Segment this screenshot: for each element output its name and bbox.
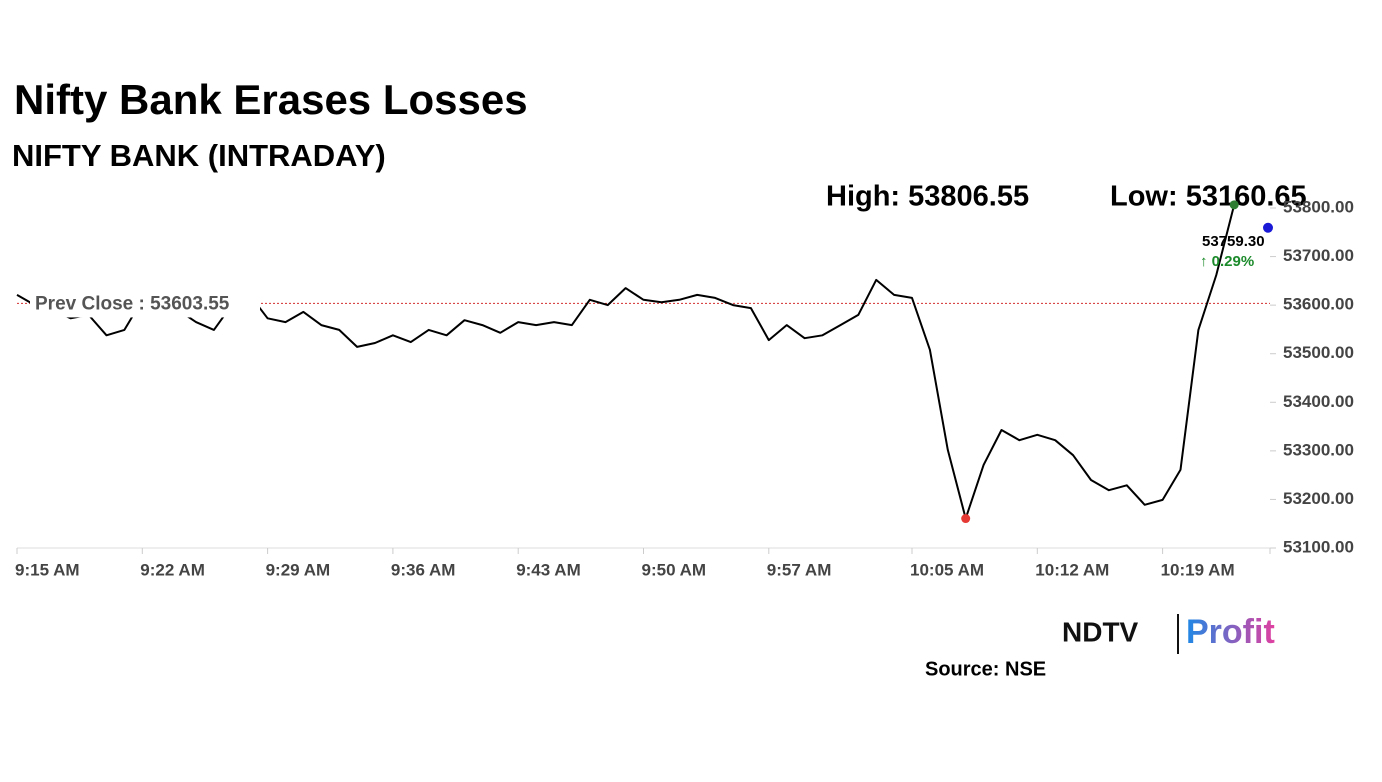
y-tick-label: 53600.00	[1283, 295, 1354, 314]
source: Source: NSE	[925, 658, 1046, 680]
x-tick-label: 10:19 AM	[1161, 560, 1235, 579]
x-tick-label: 9:29 AM	[266, 560, 331, 579]
brand-ndtv: NDTV	[1062, 616, 1139, 647]
last-marker	[1263, 222, 1273, 233]
x-tick-label: 9:36 AM	[391, 560, 456, 579]
x-tick-label: 9:57 AM	[767, 560, 832, 579]
chart-subtitle: NIFTY BANK (INTRADAY)	[12, 138, 386, 173]
y-tick-label: 53500.00	[1283, 343, 1354, 362]
y-tick-label: 53200.00	[1283, 489, 1354, 508]
prev-close-label-bg	[30, 289, 260, 318]
chart-title: Nifty Bank Erases Losses	[14, 76, 528, 123]
y-tick-label: 53100.00	[1283, 537, 1354, 556]
last-value-label: 53759.30	[1202, 233, 1265, 250]
x-tick-label: 9:22 AM	[140, 560, 205, 579]
y-tick-label: 53400.00	[1283, 392, 1354, 411]
low-marker	[961, 514, 971, 524]
y-tick-label: 53800.00	[1283, 197, 1354, 216]
y-tick-label: 53700.00	[1283, 246, 1354, 265]
x-tick-label: 10:12 AM	[1035, 560, 1109, 579]
x-tick-label: 9:50 AM	[642, 560, 707, 579]
brand-profit: Profit	[1186, 613, 1275, 651]
y-tick-label: 53300.00	[1283, 440, 1354, 459]
high-marker	[1229, 200, 1239, 210]
low-label: Low: 53160.65	[1110, 181, 1307, 213]
prev-close-label: Prev Close : 53603.55	[35, 293, 230, 314]
x-tick-label: 9:43 AM	[516, 560, 581, 579]
high-label: High: 53806.55	[826, 181, 1029, 213]
x-tick-label: 9:15 AM	[15, 560, 80, 579]
x-tick-label: 10:05 AM	[910, 560, 984, 579]
change-label: ↑ 0.29%	[1200, 253, 1254, 270]
price-line	[16, 204, 1236, 520]
